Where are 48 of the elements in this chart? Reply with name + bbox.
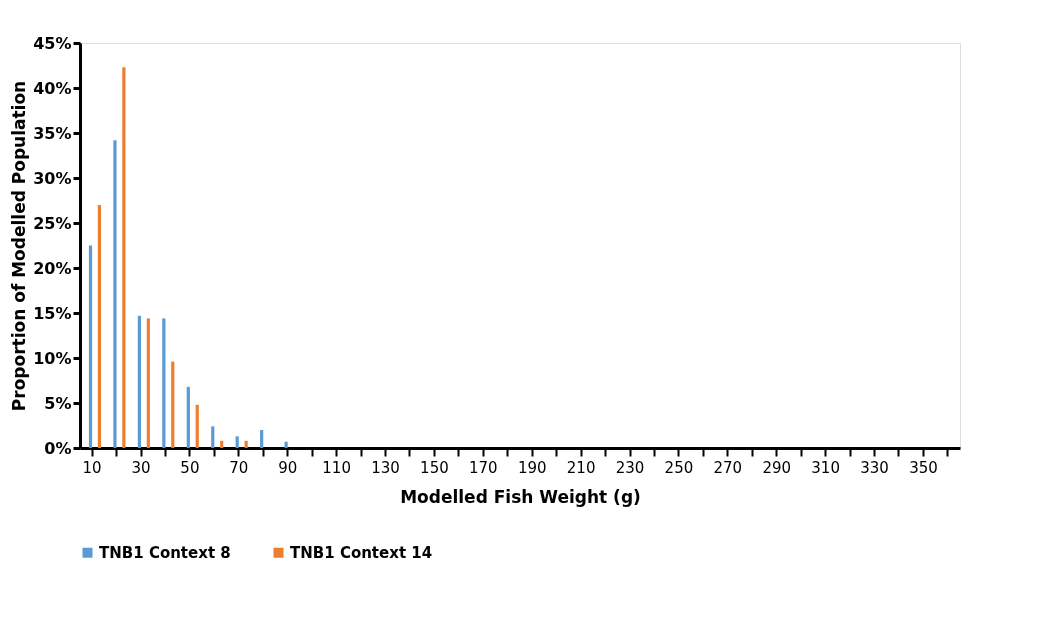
bar [195,404,199,448]
x-tick-label: 310 [811,458,840,477]
bar [97,205,102,448]
x-tick-label: 110 [322,458,351,477]
bar [235,436,239,448]
x-axis-title: Modelled Fish Weight (g) [400,486,641,507]
bar [162,318,166,448]
y-axis-title: Proportion of Modelled Population [9,80,30,412]
bar [244,440,248,448]
x-tick-label: 70 [229,458,249,477]
x-tick-label: 350 [909,458,938,477]
x-tick-label: 150 [420,458,449,477]
legend-label: TNB1 Context 8 [99,543,231,562]
bar [220,440,224,448]
bar [186,386,190,448]
x-tick-label: 290 [762,458,792,477]
bar [171,361,175,448]
bar [211,426,215,448]
bar [260,430,264,448]
y-tick-label: 30% [33,168,72,188]
y-tick-label: 10% [33,348,72,368]
bar [137,315,142,448]
x-tick-label: 210 [566,458,596,477]
x-tick-label: 90 [278,458,298,477]
x-tick-label: 30 [131,458,151,477]
bar [88,245,93,448]
y-tick-label: 40% [33,78,72,98]
x-tick-label: 50 [180,458,200,477]
bar [284,441,288,448]
y-tick-label: 25% [33,213,72,233]
x-tick-label: 190 [517,458,547,477]
y-tick-label: 45% [33,33,72,53]
x-tick-label: 270 [713,458,743,477]
x-tick-label: 130 [371,458,400,477]
y-tick-label: 15% [33,303,72,323]
y-tick-label: 20% [33,258,72,278]
x-tick-label: 230 [615,458,645,477]
x-tick-label: 10 [82,458,102,477]
x-tick-label: 170 [469,458,498,477]
y-tick-label: 0% [44,438,72,458]
y-tick-label: 5% [44,393,72,413]
x-tick-label: 330 [860,458,889,477]
x-tick-label: 250 [664,458,694,477]
y-tick-label: 35% [33,123,72,143]
legend-label: TNB1 Context 14 [290,543,433,562]
bar [146,318,150,448]
bar [113,140,117,448]
bar [122,67,126,448]
